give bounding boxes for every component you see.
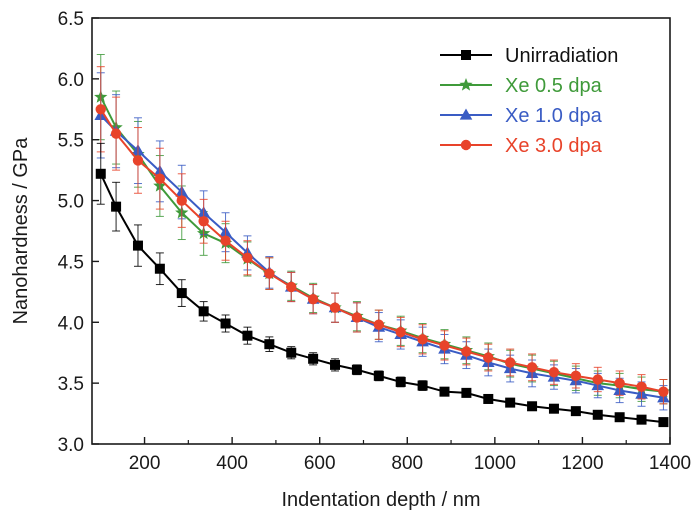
data-point: [395, 376, 406, 387]
x-tick-label: 800: [391, 453, 423, 474]
data-point: [242, 252, 253, 263]
data-point: [636, 414, 647, 425]
data-point: [636, 381, 647, 392]
x-tick-label: 200: [129, 453, 161, 474]
legend-item: Xe 0.5 dpa: [440, 75, 603, 97]
legend-marker: [461, 50, 471, 60]
series-unirradiation: [95, 142, 669, 428]
data-point: [351, 364, 362, 375]
data-point: [570, 370, 582, 382]
data-point: [658, 386, 669, 397]
data-point: [329, 302, 341, 313]
data-point: [351, 312, 363, 323]
legend: Unirradiation Xe 0.5 dpa Xe 1.0 dpa Xe 3.0 …: [440, 45, 618, 157]
data-point: [570, 406, 581, 417]
data-point: [439, 340, 450, 351]
y-tick-label: 4.0: [58, 313, 84, 334]
series-xe-3-0-dpa: [95, 66, 669, 405]
data-point: [548, 403, 559, 414]
data-point: [286, 281, 297, 293]
data-point: [504, 357, 516, 368]
data-point: [242, 330, 253, 341]
data-point: [220, 235, 231, 246]
ticks-layer: 200 400 600 800 1000 1200 1400 3.0 3.5 4.0 4.5 5.0 5…: [58, 9, 692, 474]
data-point: [592, 409, 603, 420]
data-point: [198, 216, 209, 227]
data-point: [373, 319, 385, 330]
data-point: [198, 306, 209, 317]
data-point: [373, 370, 384, 381]
plot-frame: [91, 17, 671, 445]
data-point: [176, 288, 187, 299]
data-point: [439, 386, 450, 397]
data-point: [132, 240, 143, 251]
y-tick-label: 3.5: [58, 374, 84, 395]
legend-marker: [459, 108, 473, 120]
x-tick-label: 1200: [561, 453, 603, 474]
legend-item: Xe 3.0 dpa: [440, 135, 603, 157]
data-point: [395, 326, 406, 338]
data-point: [592, 374, 603, 385]
data-point: [176, 195, 187, 206]
y-axis-title: Nanohardness / GPa: [10, 137, 32, 325]
data-point: [461, 387, 472, 398]
data-point: [307, 293, 319, 305]
legend-label: Xe 1.0 dpa: [505, 105, 603, 127]
data-point: [95, 168, 106, 179]
data-point: [527, 401, 538, 412]
data-point: [220, 318, 231, 329]
x-axis-title: Indentation depth / nm: [281, 489, 480, 511]
y-tick-label: 4.5: [58, 252, 84, 273]
x-tick-label: 1000: [474, 453, 516, 474]
x-tick-label: 400: [216, 453, 248, 474]
data-point: [483, 393, 494, 404]
legend-label: Xe 0.5 dpa: [505, 75, 603, 97]
data-point: [417, 334, 428, 345]
y-tick-label: 5.5: [58, 131, 84, 152]
data-point: [264, 268, 275, 279]
data-point: [417, 380, 428, 391]
data-point: [111, 201, 122, 212]
y-tick-label: 6.5: [58, 9, 84, 30]
data-point: [308, 353, 319, 364]
legend-label: Unirradiation: [505, 45, 618, 67]
y-tick-label: 3.0: [58, 435, 84, 456]
x-tick-label: 600: [304, 453, 336, 474]
x-tick-label: 1400: [649, 453, 691, 474]
data-point: [264, 339, 275, 350]
data-point: [95, 104, 106, 115]
series-line: [100, 114, 664, 399]
legend-marker: [459, 78, 473, 91]
legend-item: Xe 1.0 dpa: [440, 105, 603, 127]
data-point: [286, 347, 297, 358]
y-tick-label: 6.0: [58, 70, 84, 91]
legend-item: Unirradiation: [440, 45, 618, 67]
data-point: [330, 359, 341, 370]
data-point: [132, 155, 144, 166]
data-point: [154, 173, 166, 184]
data-point: [526, 362, 538, 373]
data-point: [548, 366, 560, 378]
data-point: [461, 346, 472, 357]
legend-marker: [460, 139, 472, 151]
data-point: [614, 377, 625, 389]
series-layer: [94, 54, 671, 428]
data-point: [658, 417, 669, 428]
y-tick-label: 5.0: [58, 192, 84, 213]
data-point: [614, 412, 625, 423]
data-point: [483, 352, 494, 363]
data-point: [505, 397, 516, 408]
data-point: [154, 263, 165, 274]
data-point: [110, 128, 122, 139]
legend-label: Xe 3.0 dpa: [505, 135, 603, 157]
